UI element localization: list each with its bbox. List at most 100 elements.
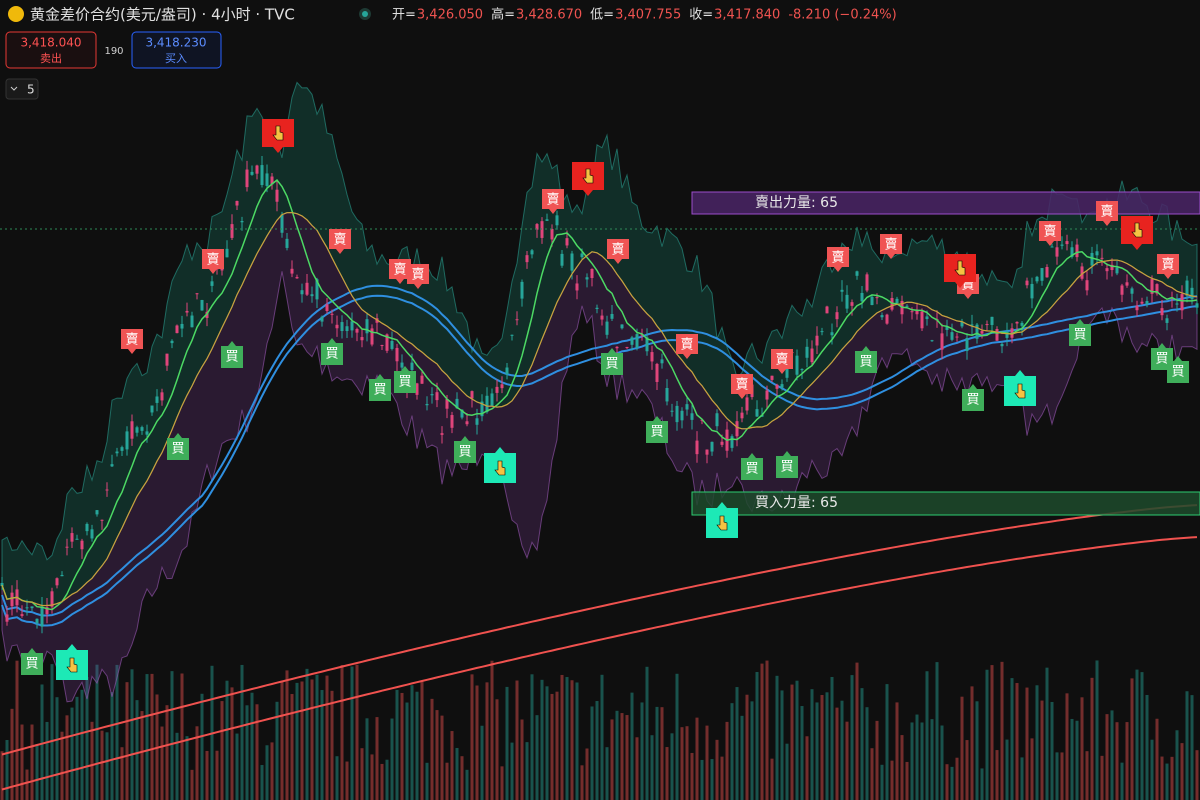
volume-bar	[790, 684, 794, 800]
sell-marker	[542, 189, 564, 214]
volume-bar	[880, 764, 884, 800]
sell-signal: 賣	[411, 268, 424, 283]
candle-body	[1135, 305, 1139, 311]
volume-bar	[545, 686, 549, 800]
candle-body	[0, 582, 4, 587]
volume-bar	[765, 660, 769, 800]
candle-body	[670, 410, 674, 412]
candle-body	[315, 279, 319, 300]
candle-body	[1005, 331, 1009, 338]
volume-bar	[805, 736, 809, 800]
candle-body	[525, 255, 529, 263]
volume-bar	[355, 664, 359, 800]
candle-body	[705, 449, 709, 455]
volume-bar	[405, 702, 409, 800]
hand-icon	[954, 260, 966, 276]
candle-body	[735, 421, 739, 437]
candle-body	[1015, 321, 1019, 324]
candle-body	[1165, 318, 1169, 323]
buy-signal: 買	[458, 445, 471, 460]
candle-body	[335, 324, 339, 329]
volume-bar	[685, 726, 689, 800]
candle-body	[285, 238, 289, 248]
volume-bar	[320, 690, 324, 800]
candle-body	[945, 326, 949, 330]
candle-body	[340, 322, 344, 332]
candle-body	[995, 328, 999, 341]
candle-body	[210, 281, 214, 286]
sell-marker	[407, 264, 429, 289]
volume-bar	[710, 759, 714, 800]
buy-signal: 買	[859, 355, 872, 370]
volume-bar	[180, 673, 184, 800]
candle-body	[930, 340, 934, 342]
volume-bar	[590, 706, 594, 800]
volume-bar	[35, 744, 39, 800]
candle-body	[395, 347, 399, 362]
candle-body	[1175, 303, 1179, 305]
candle-body	[1190, 287, 1194, 300]
candle-body	[590, 268, 594, 279]
volume-bar	[1055, 752, 1059, 800]
volume-bar	[410, 685, 414, 800]
volume-bar	[25, 769, 29, 800]
candle-body	[1075, 244, 1079, 258]
volume-bar	[450, 731, 454, 800]
volume-bar	[575, 682, 579, 800]
volume-bar	[425, 762, 429, 800]
volume-bar	[375, 717, 379, 800]
volume-bar	[810, 689, 814, 800]
candle-body	[1195, 303, 1199, 308]
buy-marker	[1069, 319, 1091, 346]
candle-body	[1185, 280, 1189, 296]
candle-body	[275, 189, 279, 202]
candle-body	[540, 221, 544, 238]
volume-bar	[600, 674, 604, 800]
volume-bar	[550, 693, 554, 800]
candle-body	[100, 519, 104, 521]
buy-marker	[741, 453, 763, 480]
candle-body	[330, 313, 334, 315]
volume-bar	[195, 726, 199, 800]
volume-bar	[15, 660, 19, 800]
sell-button[interactable]	[5, 31, 97, 69]
candle-body	[880, 315, 884, 318]
indicator-toggle[interactable]	[5, 78, 39, 100]
volume-bar	[610, 719, 614, 800]
buy-button[interactable]	[131, 31, 222, 69]
candle-body	[620, 324, 624, 329]
candle-body	[50, 591, 54, 607]
volume-bar	[950, 766, 954, 800]
volume-bar	[840, 700, 844, 800]
candle-body	[345, 326, 349, 332]
candle-body	[260, 165, 264, 185]
volume-bar	[40, 684, 44, 800]
symbol-title[interactable]: 黄金差价合约(美元/盎司) · 4小时 · TVC	[30, 6, 295, 24]
buy-marker	[962, 384, 984, 411]
volume-bar	[920, 722, 924, 800]
volume-bar	[755, 671, 759, 800]
volume-bar	[855, 662, 859, 800]
buy-signal: 買	[225, 350, 238, 365]
sell-signal: 賣	[1043, 225, 1056, 240]
volume-bar	[940, 725, 944, 800]
volume-bar	[625, 715, 629, 800]
candle-body	[925, 316, 929, 320]
volume-bar	[705, 725, 709, 800]
candle-body	[145, 431, 149, 435]
candle-body	[1055, 247, 1059, 257]
volume-bar	[850, 675, 854, 800]
candle-body	[1045, 266, 1049, 278]
sell-signal: 賣	[775, 353, 788, 368]
candle-body	[1110, 264, 1114, 271]
volume-bar	[740, 715, 744, 800]
sell-signal: 賣	[735, 378, 748, 393]
candle-body	[10, 592, 14, 607]
candle-body	[1160, 308, 1164, 316]
volume-bar	[655, 706, 659, 800]
candle-body	[585, 277, 589, 280]
buy-signal: 買	[325, 347, 338, 362]
candle-body	[630, 337, 634, 345]
volume-bar	[1145, 694, 1149, 800]
